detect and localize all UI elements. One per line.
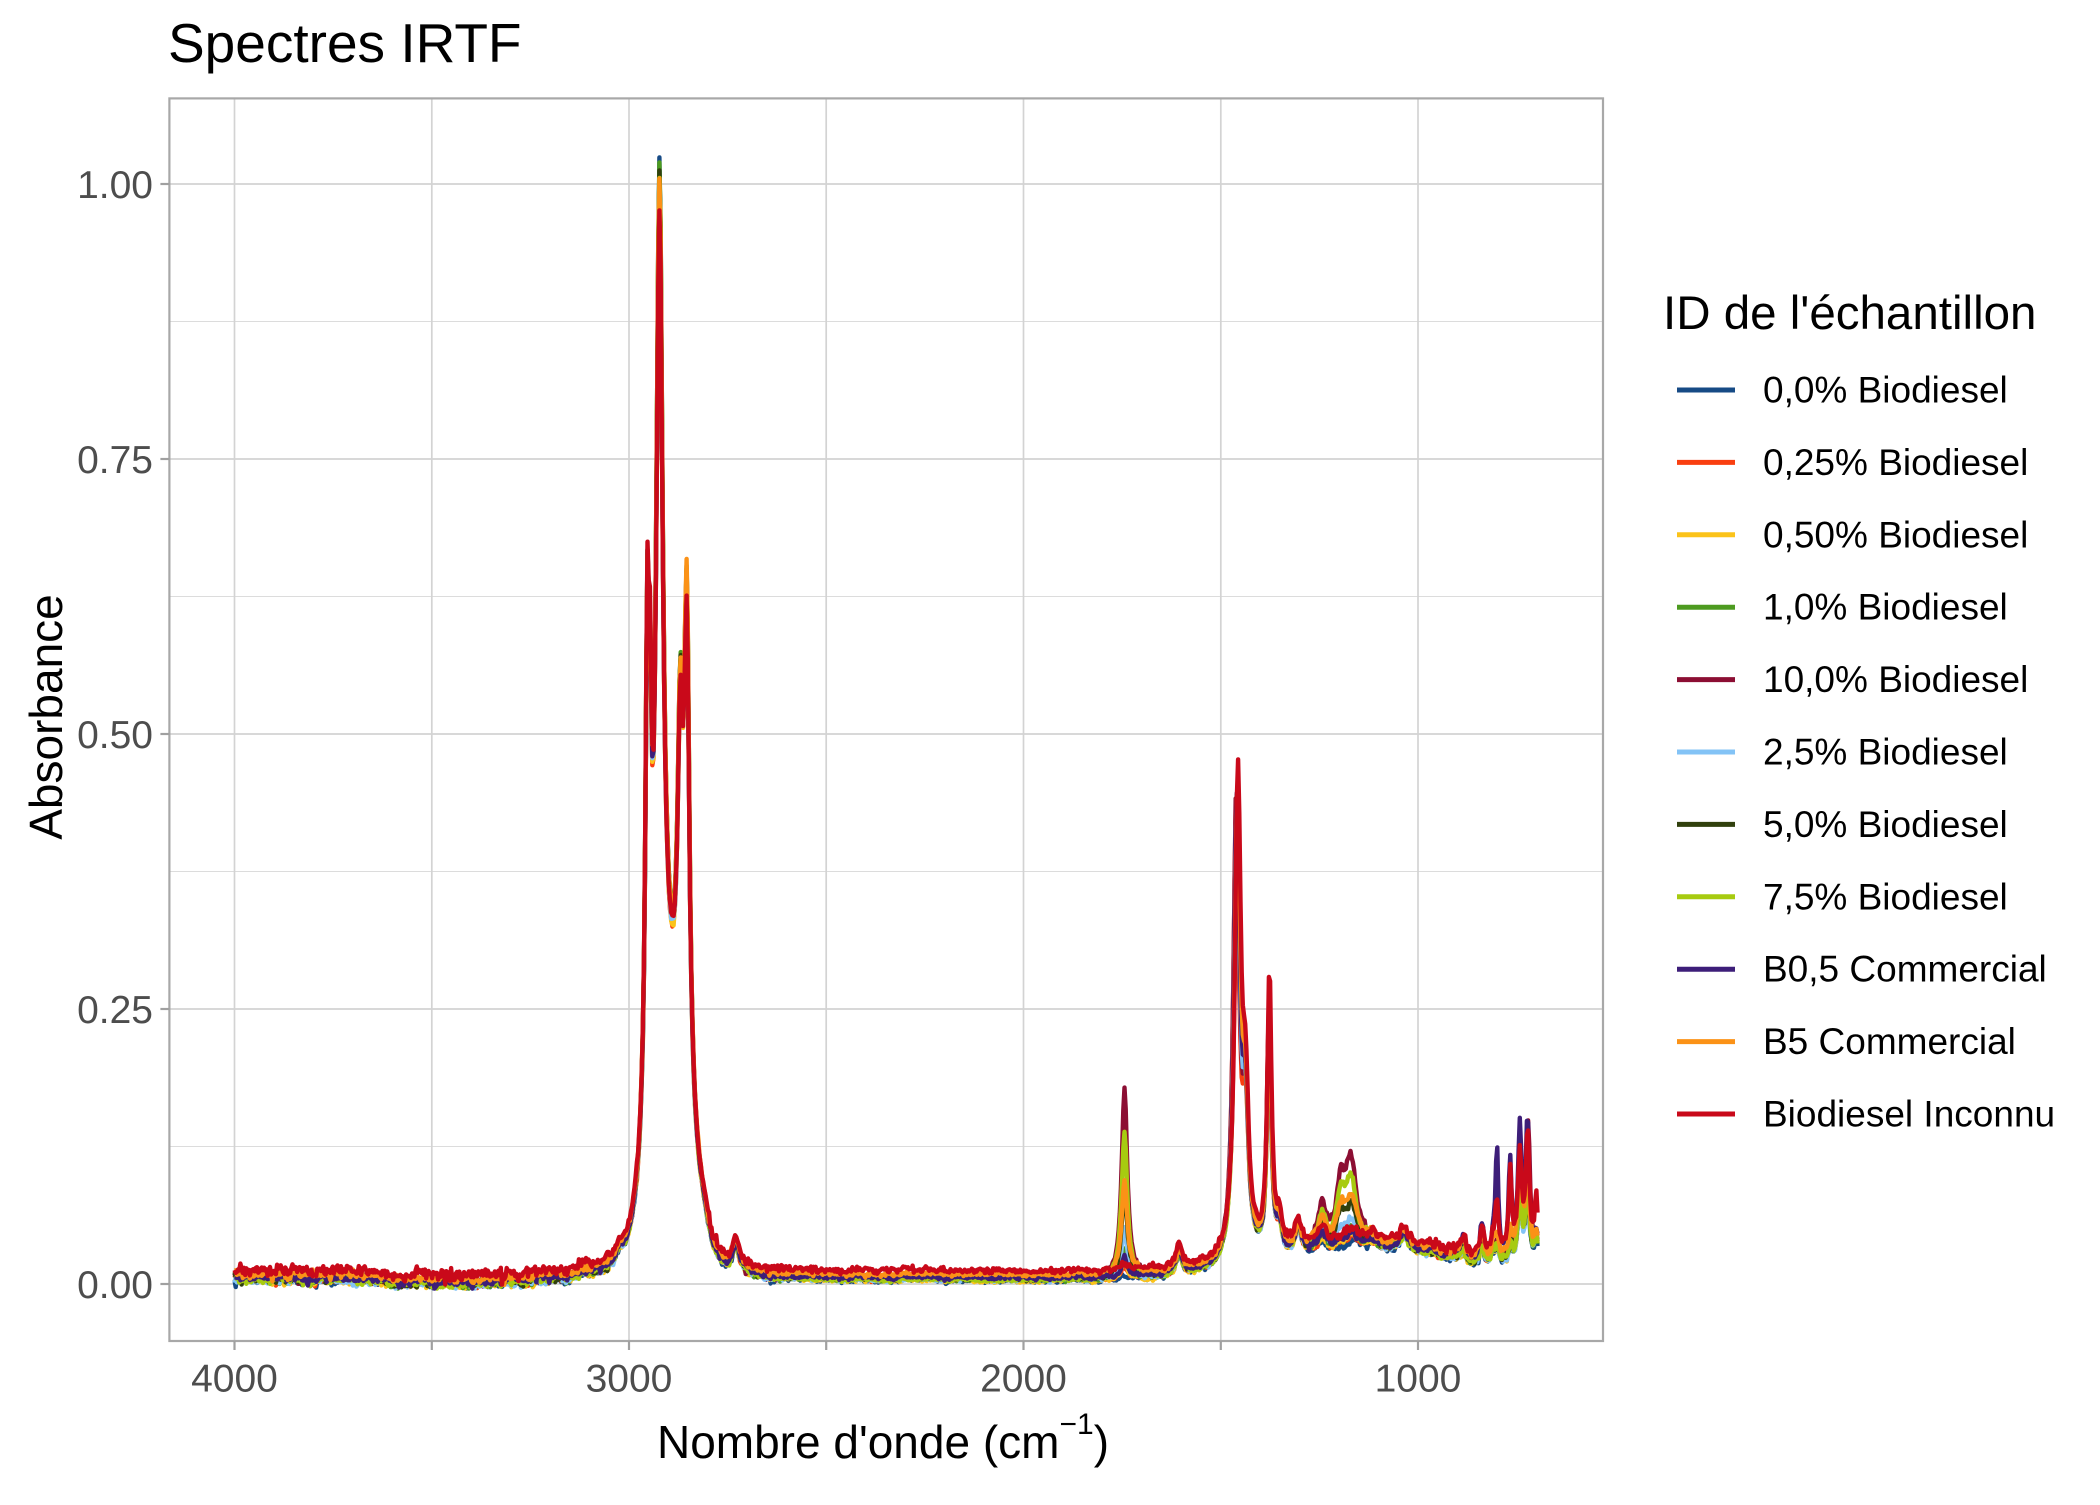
svg-text:0,25% Biodiesel: 0,25% Biodiesel bbox=[1763, 442, 2028, 483]
svg-text:ID de l'échantillon: ID de l'échantillon bbox=[1663, 287, 2036, 340]
svg-text:Absorbance: Absorbance bbox=[20, 594, 72, 840]
svg-text:0,50% Biodiesel: 0,50% Biodiesel bbox=[1763, 514, 2028, 555]
svg-text:7,5% Biodiesel: 7,5% Biodiesel bbox=[1763, 876, 2008, 917]
svg-text:4000: 4000 bbox=[191, 1358, 278, 1401]
svg-text:0.00: 0.00 bbox=[77, 1264, 153, 1307]
svg-text:3000: 3000 bbox=[586, 1358, 673, 1401]
svg-text:1.00: 1.00 bbox=[77, 164, 153, 207]
svg-text:0.25: 0.25 bbox=[77, 989, 153, 1032]
svg-text:0,0% Biodiesel: 0,0% Biodiesel bbox=[1763, 370, 2008, 411]
svg-text:0.50: 0.50 bbox=[77, 714, 153, 757]
svg-text:Biodiesel Inconnu: Biodiesel Inconnu bbox=[1763, 1094, 2055, 1135]
svg-text:Nombre d'onde (cm−1): Nombre d'onde (cm−1) bbox=[657, 1408, 1109, 1468]
svg-text:1000: 1000 bbox=[1375, 1358, 1462, 1401]
svg-text:5,0% Biodiesel: 5,0% Biodiesel bbox=[1763, 804, 2008, 845]
svg-text:2000: 2000 bbox=[980, 1358, 1067, 1401]
svg-text:2,5% Biodiesel: 2,5% Biodiesel bbox=[1763, 732, 2008, 773]
svg-text:0.75: 0.75 bbox=[77, 439, 153, 482]
svg-text:1,0% Biodiesel: 1,0% Biodiesel bbox=[1763, 587, 2008, 628]
svg-text:B5 Commercial: B5 Commercial bbox=[1763, 1021, 2016, 1062]
svg-text:B0,5 Commercial: B0,5 Commercial bbox=[1763, 949, 2047, 990]
svg-text:10,0% Biodiesel: 10,0% Biodiesel bbox=[1763, 659, 2028, 700]
svg-text:Spectres IRTF: Spectres IRTF bbox=[168, 12, 522, 74]
